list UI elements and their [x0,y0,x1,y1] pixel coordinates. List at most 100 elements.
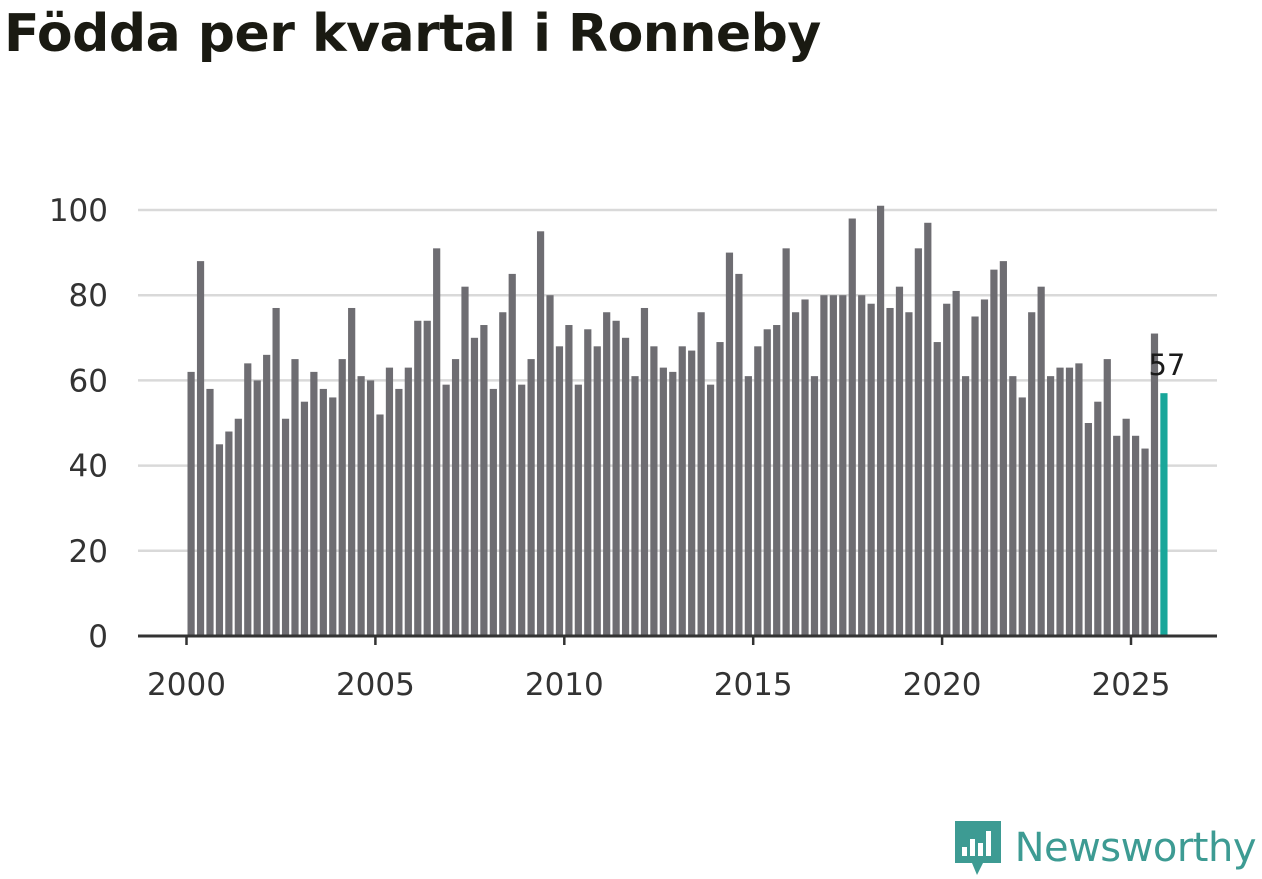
y-tick-label: 60 [69,363,108,399]
x-tick-label: 2005 [336,667,415,703]
x-tick-label: 2015 [714,667,793,703]
newsworthy-logo-icon [954,821,1001,875]
bar [423,320,431,636]
bar [943,303,951,636]
bar [1028,312,1036,636]
bar [895,286,904,636]
bar [536,231,545,637]
bar [574,384,582,636]
x-tick-label: 2025 [1092,667,1171,703]
bar [791,312,800,636]
bar [1065,367,1074,636]
bar [688,350,696,636]
bar [612,320,620,636]
bar [319,388,327,636]
bar [470,337,479,636]
bar [801,299,809,636]
bar [952,290,960,636]
bar [376,414,384,636]
bar [1103,359,1111,636]
x-tick-label: 2020 [903,667,982,703]
bar [1150,333,1159,636]
bar [1009,376,1017,636]
chart-title: Födda per kvartal i Ronneby [4,4,821,64]
bar [310,371,318,636]
bar [725,252,734,636]
bar [1094,401,1102,636]
bar [263,354,271,636]
bar [744,376,752,636]
gridlines [138,208,1217,553]
bar [451,359,460,636]
bar [518,384,526,636]
bar [1084,423,1092,636]
bar [1037,286,1045,636]
bar [876,205,885,637]
bar [886,307,894,636]
bar [669,371,677,636]
bar [820,295,828,636]
x-tick-label: 2010 [525,667,604,703]
bar [1141,448,1149,636]
axes [138,634,1217,645]
bar [404,367,412,636]
bar [754,346,762,636]
bar [763,329,771,636]
bar [281,418,290,636]
bar [1056,367,1064,636]
bar [810,376,819,636]
bar [971,316,979,636]
labels: 0 20 40 60 80 100 57 2000 2005 2010 2015 2020 2025 [49,193,1186,703]
newsworthy-brand: Newsworthy [953,819,1257,877]
bar [735,273,743,636]
bar [867,303,875,636]
y-tick-label: 20 [69,534,108,570]
bar [433,248,441,636]
bar [348,307,356,636]
bar [621,337,630,636]
bar [961,376,970,636]
bar [395,388,403,636]
bar [990,269,998,636]
bar [1018,397,1026,636]
bar [234,418,242,636]
bar [329,397,337,636]
bar [1122,418,1130,636]
bar [650,346,658,636]
bar [187,371,195,636]
bar [924,222,932,636]
bar-highlighted [1160,393,1168,636]
bar [1132,435,1140,636]
bars [187,205,1168,637]
y-tick-label: 100 [49,193,108,229]
bar [196,261,205,636]
last-value-label: 57 [1148,348,1185,382]
bar [631,376,639,636]
bar [914,248,922,636]
bar [300,401,309,636]
bar [659,367,667,636]
bar [414,320,422,636]
bar [489,388,497,636]
bar [565,325,573,636]
bar [593,346,601,636]
bar [1113,435,1121,636]
bar [980,299,989,636]
x-tick-label: 2000 [147,667,226,703]
bar [858,295,866,636]
bar [905,312,913,636]
bar [546,295,554,636]
bar [933,342,941,636]
bar [839,295,847,636]
bar [272,307,280,636]
bar [716,342,724,636]
bar [1046,376,1055,636]
bar [706,384,715,636]
bar [215,444,224,636]
bar [499,312,507,636]
bar [225,431,233,636]
y-tick-label: 0 [88,619,108,655]
bar [244,363,252,636]
bar [253,380,261,636]
